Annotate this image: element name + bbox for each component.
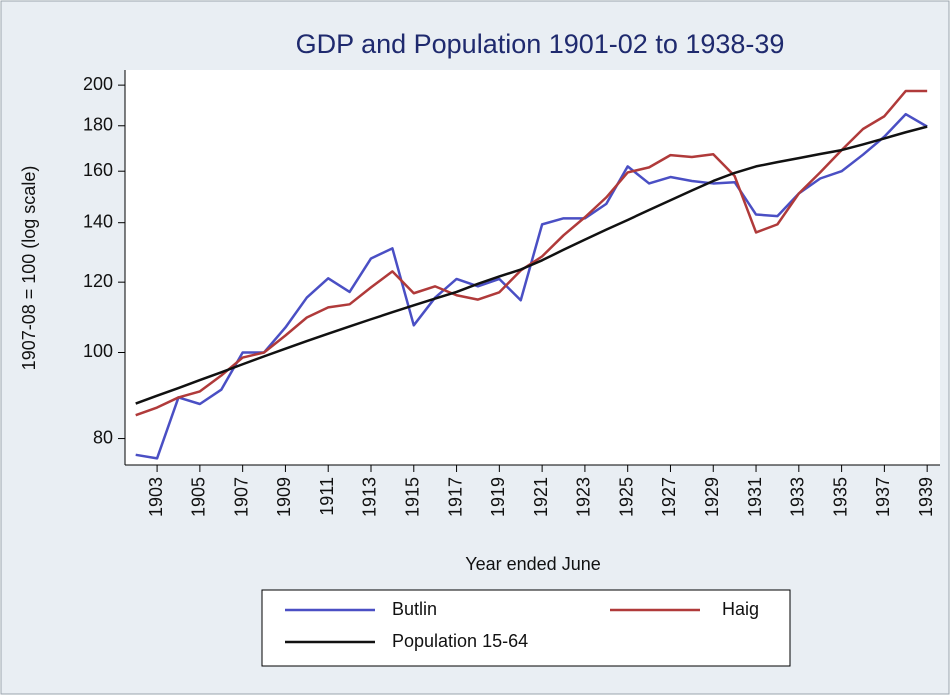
line-series <box>135 125 928 405</box>
x-tick-label: 1921 <box>531 477 551 517</box>
x-tick-label: 1937 <box>873 477 893 517</box>
y-tick-label: 120 <box>83 271 113 291</box>
legend-label: Butlin <box>392 599 437 619</box>
y-tick-label: 140 <box>83 211 113 231</box>
legend-label: Haig <box>722 599 759 619</box>
y-tick-label: 160 <box>83 160 113 180</box>
y-tick-label: 200 <box>83 74 113 94</box>
x-tick-label: 1905 <box>189 477 209 517</box>
x-tick-label: 1909 <box>274 477 294 517</box>
x-tick-label: 1911 <box>317 477 337 516</box>
x-tick-label: 1939 <box>916 477 936 517</box>
x-tick-label: 1907 <box>231 477 251 517</box>
y-tick-label: 180 <box>83 115 113 135</box>
x-tick-label: 1919 <box>488 477 508 517</box>
x-tick-label: 1935 <box>830 477 850 517</box>
y-tick-label: 80 <box>93 427 113 447</box>
y-tick-label: 100 <box>83 341 113 361</box>
x-tick-label: 1923 <box>574 477 594 517</box>
x-tick-label: 1931 <box>745 477 765 517</box>
x-tick-label: 1915 <box>403 477 423 517</box>
x-tick-label: 1913 <box>360 477 380 517</box>
x-tick-label: 1925 <box>616 477 636 517</box>
legend <box>261 589 791 667</box>
chart-title: GDP and Population 1901-02 to 1938-39 <box>296 29 785 59</box>
legend-label: Population 15-64 <box>392 631 528 651</box>
x-tick-label: 1927 <box>659 477 679 517</box>
x-tick-label: 1929 <box>702 477 722 517</box>
plot-area <box>125 70 940 465</box>
y-axis-label: 1907-08 = 100 (log scale) <box>19 166 39 371</box>
line-series <box>135 89 928 417</box>
x-tick-label: 1933 <box>788 477 808 517</box>
x-tick-label: 1903 <box>146 477 166 517</box>
x-tick-label: 1917 <box>445 477 465 517</box>
x-axis-label: Year ended June <box>465 554 600 574</box>
